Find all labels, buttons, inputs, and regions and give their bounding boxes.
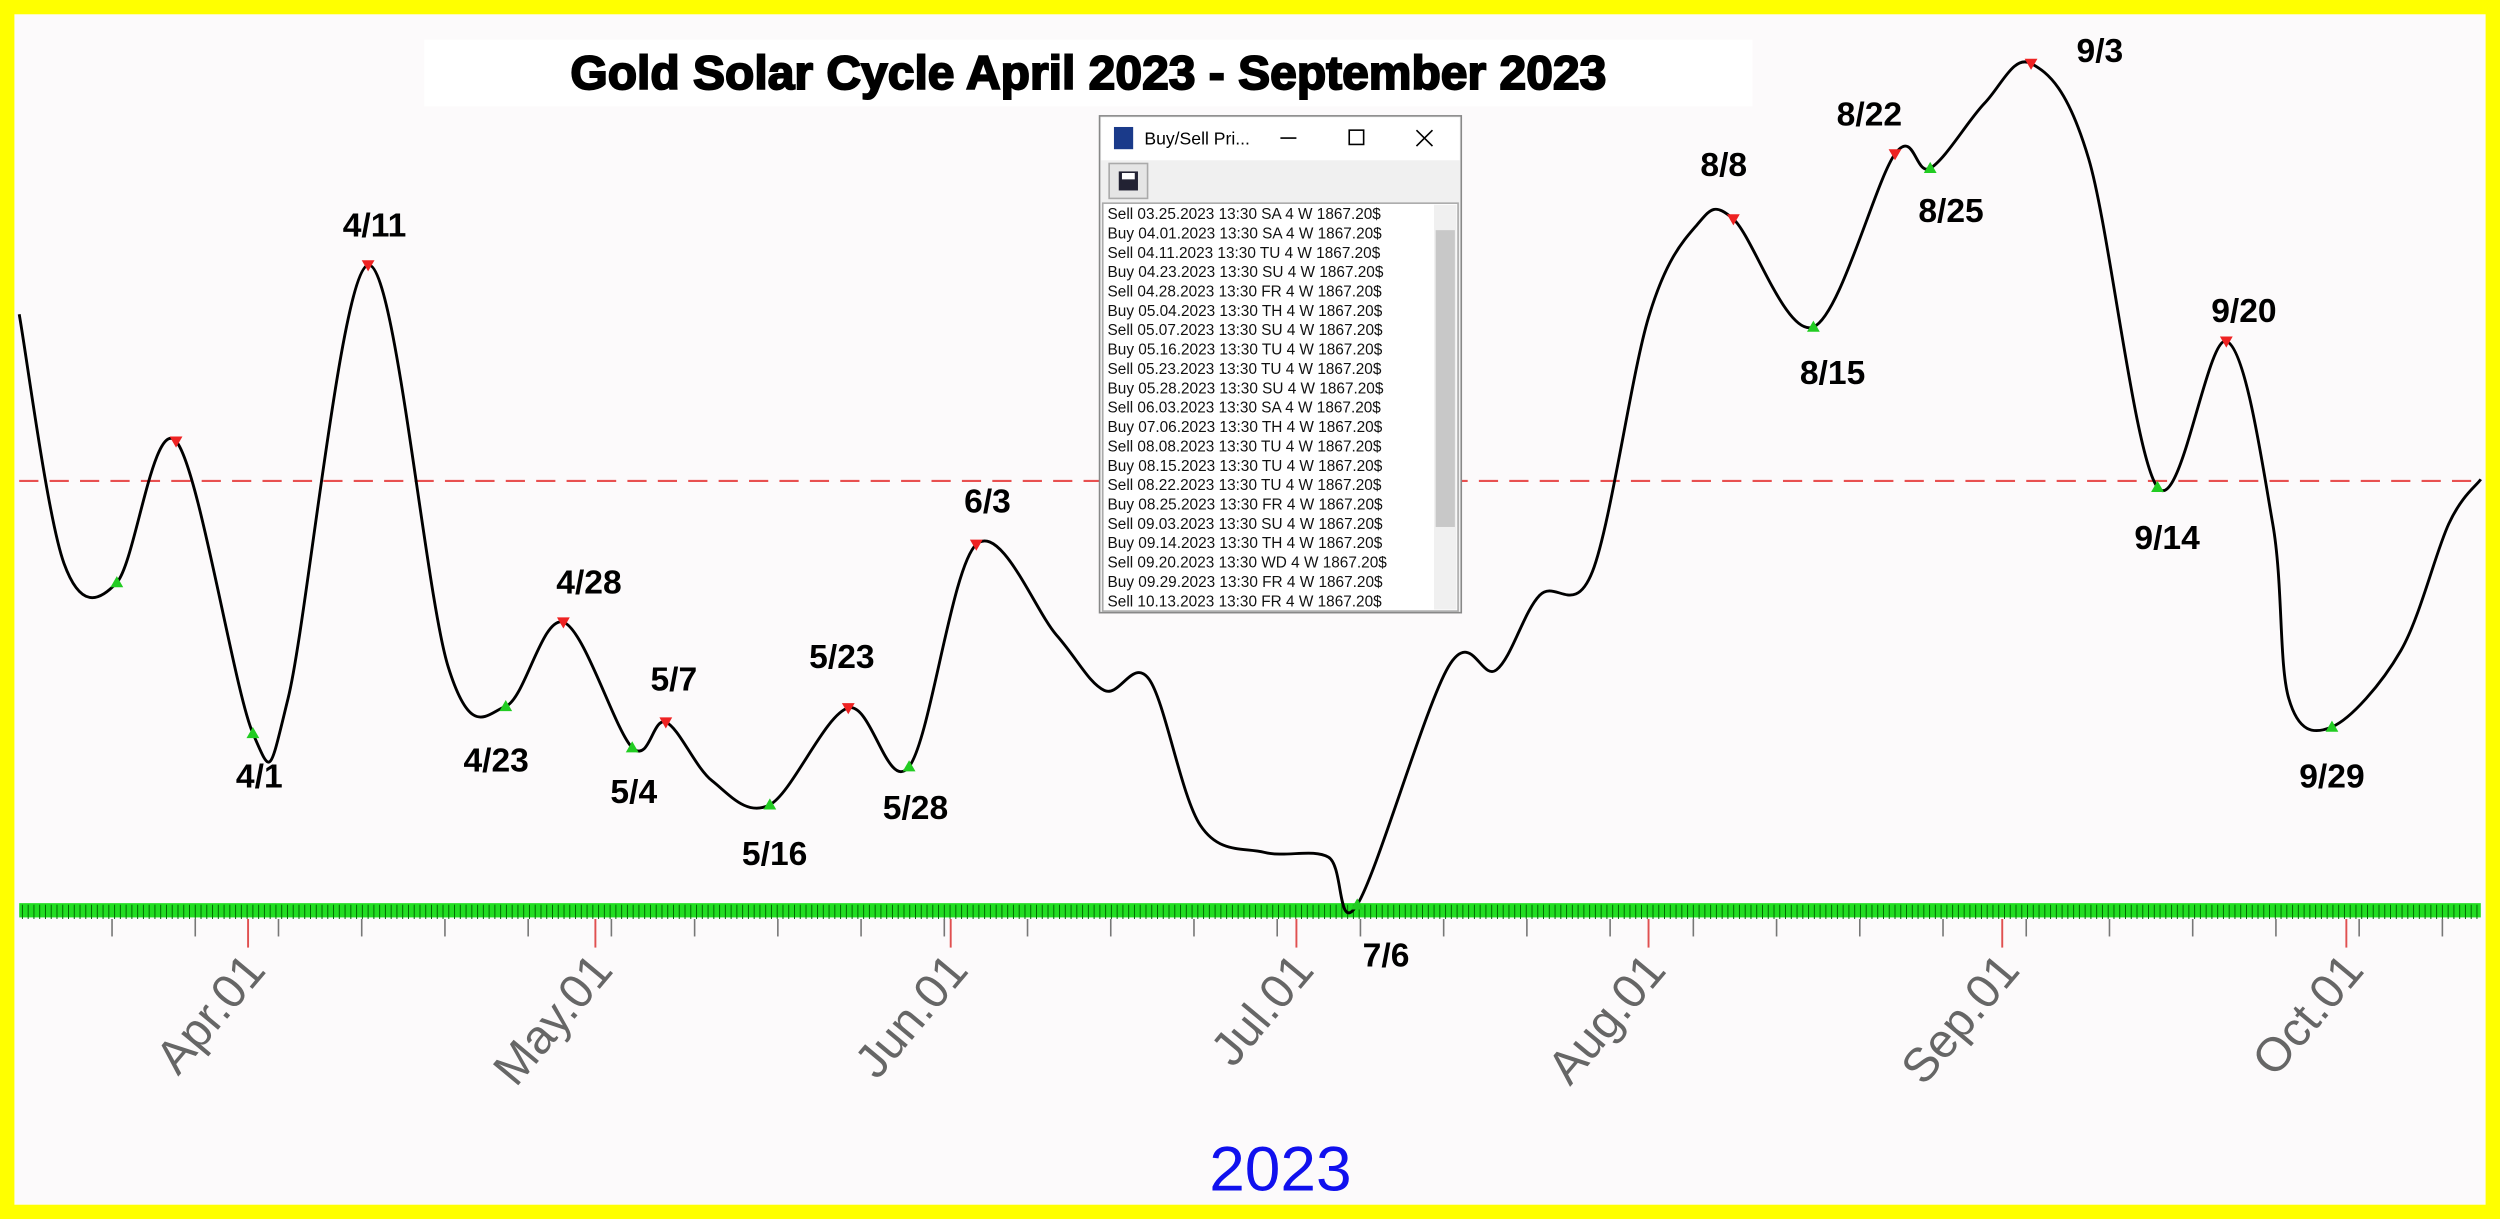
list-row: Sell 06.03.2023 13:30 SA 4 W 1867.20$ — [1108, 400, 1382, 417]
turning-label: 8/8 — [1700, 147, 1747, 184]
buy-marker — [2325, 720, 2339, 732]
year-label: 2023 — [1209, 1133, 1351, 1205]
list-row: Buy 09.14.2023 13:30 TH 4 W 1867.20$ — [1108, 535, 1383, 552]
buy-marker — [246, 726, 260, 739]
maximize-button[interactable] — [1348, 129, 1365, 146]
app-icon — [1113, 126, 1134, 150]
sell-marker — [2024, 58, 2038, 70]
sell-marker — [361, 260, 375, 272]
turning-label: 6/3 — [964, 484, 1011, 521]
list-row: Buy 04.23.2023 13:30 SU 4 W 1867.20$ — [1108, 264, 1384, 281]
list-row: Sell 10.13.2023 13:30 FR 4 W 1867.20$ — [1108, 593, 1383, 610]
sell-marker — [2219, 336, 2233, 348]
turning-label: 5/16 — [742, 836, 807, 873]
list-row: Buy 05.28.2023 13:30 SU 4 W 1867.20$ — [1108, 380, 1384, 397]
save-icon-label — [1121, 173, 1135, 180]
scroll-thumb[interactable] — [1435, 230, 1455, 527]
list-row: Buy 07.06.2023 13:30 TH 4 W 1867.20$ — [1108, 419, 1383, 436]
turning-label: 5/28 — [883, 790, 948, 827]
buy-marker — [110, 576, 124, 588]
turning-label: 4/23 — [463, 743, 528, 780]
list-box[interactable] — [1101, 202, 1459, 612]
turning-label: 9/14 — [2134, 520, 2200, 557]
turning-label: 8/15 — [1800, 355, 1865, 392]
buy-marker — [902, 760, 916, 772]
turning-label: 4/11 — [343, 208, 407, 245]
turning-label: 4/1 — [236, 758, 283, 795]
list-row: Sell 05.07.2023 13:30 SU 4 W 1867.20$ — [1108, 322, 1383, 339]
buy-sell-window: Buy/Sell Pri... Sell 03.25.2023 13:30 SA… — [1098, 115, 1463, 614]
window-title: Buy/Sell Pri... — [1144, 129, 1250, 149]
list-row: Buy 05.04.2023 13:30 TH 4 W 1867.20$ — [1108, 303, 1383, 320]
list-row: Sell 05.23.2023 13:30 TU 4 W 1867.20$ — [1108, 361, 1382, 378]
list-row: Buy 05.16.2023 13:30 TU 4 W 1867.20$ — [1108, 342, 1383, 359]
list-rows: Sell 03.25.2023 13:30 SA 4 W 1867.20$ Buy… — [1108, 206, 1388, 610]
buy-marker — [625, 741, 639, 753]
turning-label: 8/25 — [1918, 193, 1983, 230]
buy-marker — [2151, 480, 2164, 493]
sell-marker — [659, 717, 673, 729]
title-bar — [1101, 117, 1460, 161]
list-row: Buy 08.25.2023 13:30 FR 4 W 1867.20$ — [1108, 497, 1383, 514]
buy-marker — [1923, 161, 1937, 174]
turning-label: 9/3 — [2077, 33, 2124, 70]
title-box — [424, 39, 1753, 107]
list-row: Sell 04.11.2023 13:30 TU 4 W 1867.20$ — [1108, 245, 1381, 262]
list-row: Sell 09.20.2023 13:30 WD 4 W 1867.20$ — [1108, 555, 1388, 572]
turning-label: 5/4 — [610, 774, 657, 811]
list-row: Sell 03.25.2023 13:30 SA 4 W 1867.20$ — [1108, 206, 1382, 223]
sell-marker — [841, 703, 855, 715]
list-row: Buy 04.01.2023 13:30 SA 4 W 1867.20$ — [1108, 225, 1383, 242]
list-row: Sell 09.03.2023 13:30 SU 4 W 1867.20$ — [1108, 516, 1383, 533]
chart-title: Gold Solar Cycle April 2023 - September … — [570, 47, 1606, 100]
list-row: Sell 04.28.2023 13:30 FR 4 W 1867.20$ — [1108, 284, 1383, 301]
buy-marker — [1806, 320, 1820, 332]
turning-label: 7/6 — [1363, 938, 1410, 975]
turning-label: 5/7 — [650, 662, 697, 699]
turning-label: 9/29 — [2299, 758, 2364, 795]
list-row: Sell 08.22.2023 13:30 TU 4 W 1867.20$ — [1108, 477, 1382, 494]
sell-marker — [969, 539, 983, 551]
turning-markers — [110, 58, 2339, 910]
turning-label: 4/28 — [556, 565, 621, 602]
close-button[interactable] — [1415, 129, 1434, 147]
buy-marker — [499, 699, 513, 712]
cycle-curve — [17, 60, 2482, 915]
turning-label: 9/20 — [2211, 293, 2276, 330]
sell-marker — [1726, 214, 1740, 226]
sell-marker — [1888, 149, 1902, 161]
buy-marker — [763, 798, 777, 810]
turning-labels: 4/11 4/1 4/23 4/28 5/4 5/7 5/16 5/23 5/28 6/3 7/6 8… — [236, 33, 2365, 975]
sell-marker — [169, 436, 183, 448]
turning-label: 5/23 — [809, 639, 874, 676]
list-row: Buy 08.15.2023 13:30 TU 4 W 1867.20$ — [1108, 458, 1383, 475]
list-row: Sell 08.08.2023 13:30 TU 4 W 1867.20$ — [1108, 438, 1382, 455]
list-row: Buy 09.29.2023 13:30 FR 4 W 1867.20$ — [1108, 574, 1383, 591]
sell-marker — [556, 617, 570, 629]
buy-marker — [1350, 898, 1364, 910]
turning-label: 8/22 — [1837, 97, 1902, 134]
